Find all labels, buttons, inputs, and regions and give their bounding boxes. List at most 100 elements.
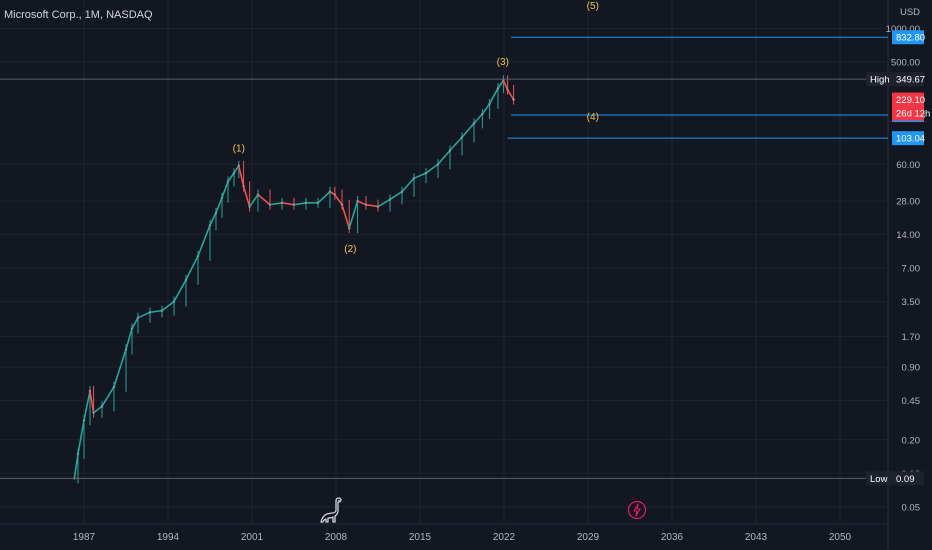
price-segment bbox=[149, 309, 163, 314]
dinosaur-logo-icon[interactable] bbox=[319, 494, 343, 526]
level-price-tag[interactable]: 103.04 bbox=[892, 131, 925, 146]
wave-labels: (1) (2) (3) (4) (5) bbox=[233, 1, 599, 255]
price-segment bbox=[197, 224, 211, 257]
lightning-icon[interactable] bbox=[627, 500, 647, 520]
x-tick-label: 1994 bbox=[157, 532, 180, 543]
price-segment bbox=[401, 177, 415, 193]
wave-label: (3) bbox=[497, 57, 509, 68]
y-tick-label: 3.50 bbox=[902, 297, 921, 308]
y-tick-label: 0.45 bbox=[902, 396, 921, 407]
last-price-box bbox=[892, 92, 924, 121]
price-segment bbox=[113, 349, 127, 387]
price-segment bbox=[233, 165, 240, 174]
level-price-tag-box bbox=[892, 131, 924, 146]
price-segment bbox=[73, 453, 79, 479]
price-segment bbox=[437, 149, 451, 165]
data-point bbox=[512, 98, 515, 101]
y-tick-label: 1000.00 bbox=[886, 24, 920, 35]
horizontal-levels bbox=[0, 36, 888, 479]
marker-value-text: 349.67 bbox=[896, 75, 925, 86]
level-price-tag[interactable]: 832.80 bbox=[892, 30, 925, 45]
price-segment bbox=[502, 80, 509, 91]
wave-label: (4) bbox=[587, 112, 599, 123]
price-segment bbox=[93, 405, 103, 414]
price-segment bbox=[488, 87, 499, 105]
wave-label: (5) bbox=[587, 1, 599, 12]
price-segment bbox=[125, 328, 133, 350]
price-segment bbox=[377, 198, 391, 208]
price-segment bbox=[257, 194, 271, 206]
marker-name-box bbox=[866, 471, 892, 486]
price-segment bbox=[221, 181, 229, 199]
price-segment bbox=[413, 172, 427, 179]
time-axis: 1987 1994 2001 2008 2015 2022 2029 2036 2043 2050 bbox=[73, 532, 852, 543]
currency-label: USD bbox=[900, 7, 920, 18]
price-segment bbox=[473, 113, 483, 124]
marker-name-text: High bbox=[870, 75, 890, 86]
price-segment bbox=[238, 165, 245, 187]
price-series bbox=[73, 75, 515, 484]
y-tick-label: 14.00 bbox=[896, 230, 920, 241]
price-segment bbox=[317, 191, 331, 204]
wave-label: (2) bbox=[344, 244, 356, 255]
last-price-tag[interactable]: 229.10 26d 12h bbox=[892, 92, 930, 121]
price-segment bbox=[341, 204, 350, 229]
x-tick-label: 2050 bbox=[829, 532, 852, 543]
y-tick-label: 0.20 bbox=[902, 435, 921, 446]
price-segment bbox=[248, 194, 259, 208]
price-segment bbox=[185, 255, 199, 281]
marker-name-box bbox=[866, 72, 892, 87]
price-segment bbox=[215, 197, 223, 214]
marker-value-text: 0.09 bbox=[896, 474, 915, 485]
price-segment bbox=[365, 203, 379, 208]
price-segment bbox=[242, 186, 251, 207]
price-segment bbox=[389, 191, 403, 201]
y-tick-label: 1.70 bbox=[902, 332, 921, 343]
price-segment bbox=[425, 163, 439, 174]
price-segment bbox=[357, 200, 367, 206]
price-segment bbox=[348, 200, 359, 229]
wave-label: (1) bbox=[233, 144, 245, 155]
price-segment bbox=[293, 202, 307, 206]
price-segment bbox=[209, 212, 217, 226]
price-segment bbox=[137, 311, 151, 319]
level-price-tag-box bbox=[892, 30, 924, 45]
price-segment bbox=[83, 390, 91, 421]
price-segment bbox=[101, 386, 115, 407]
y-tick-label: 500.00 bbox=[891, 57, 920, 68]
marker-tag: Low 0.09 bbox=[866, 471, 924, 486]
countdown-text: 26d 12h bbox=[896, 109, 930, 120]
level-price-tag-text: 103.04 bbox=[896, 134, 925, 145]
y-tick-label: 0.05 bbox=[902, 502, 921, 513]
marker-tag: High 349.67 bbox=[866, 72, 925, 87]
x-tick-label: 2043 bbox=[745, 532, 768, 543]
chart-grid bbox=[0, 0, 889, 550]
price-segment bbox=[506, 89, 515, 101]
marker-value-box bbox=[892, 471, 924, 486]
price-segment bbox=[173, 279, 187, 302]
y-tick-label: 7.00 bbox=[902, 264, 921, 275]
marker-name-text: Low bbox=[870, 474, 888, 485]
marker-value-box bbox=[892, 72, 924, 87]
price-segment bbox=[269, 202, 283, 206]
x-tick-label: 2029 bbox=[577, 532, 600, 543]
price-segment bbox=[497, 80, 505, 89]
price-segment bbox=[449, 136, 463, 151]
x-tick-label: 2008 bbox=[325, 532, 348, 543]
price-segment bbox=[89, 390, 95, 413]
price-segment bbox=[461, 122, 475, 138]
price-segment bbox=[161, 300, 175, 312]
y-tick-label: 28.00 bbox=[896, 197, 920, 208]
x-tick-label: 2015 bbox=[409, 532, 432, 543]
price-segment bbox=[481, 103, 491, 115]
price-segment bbox=[281, 202, 295, 206]
price-segment bbox=[334, 194, 343, 206]
x-tick-label: 1987 bbox=[73, 532, 96, 543]
price-axis: 1000.00 500.00 60.00 28.00 14.00 7.00 3.50 1.70… bbox=[866, 7, 930, 513]
price-segment bbox=[131, 317, 139, 329]
symbol-title[interactable]: Microsoft Corp., 1M, NASDAQ bbox=[4, 9, 153, 21]
last-price-text: 229.10 bbox=[896, 95, 925, 106]
x-tick-label: 2001 bbox=[241, 532, 264, 543]
x-tick-label: 2036 bbox=[661, 532, 684, 543]
